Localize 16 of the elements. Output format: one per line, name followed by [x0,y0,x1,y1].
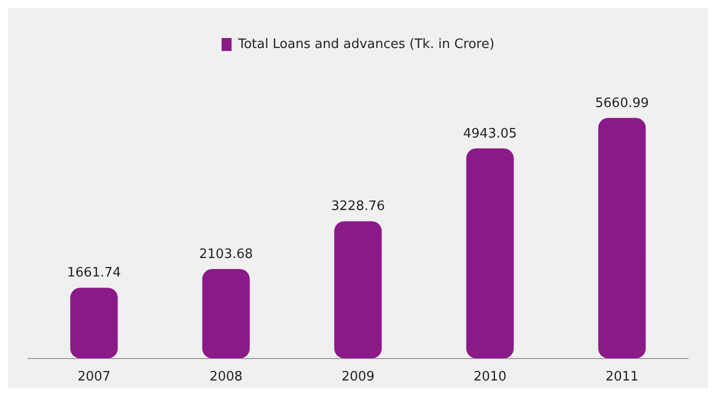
bar [70,288,118,358]
x-tick-label: 2011 [605,370,639,385]
data-label: 1661.74 [67,266,121,281]
data-label: 4943.05 [463,126,517,142]
bar [202,269,250,358]
x-tick-label: 2010 [473,370,507,385]
data-label: 2103.68 [199,246,253,262]
data-label: 3228.76 [331,199,385,214]
data-label: 5660.99 [595,96,649,111]
x-tick-label: 2008 [209,370,243,385]
legend-label: Total Loans and advances (Tk. in Crore) [237,36,494,52]
bar [334,221,382,358]
bar [598,118,646,358]
x-tick-label: 2007 [77,370,111,385]
x-tick-label: 2009 [341,370,375,385]
bar [466,148,514,358]
